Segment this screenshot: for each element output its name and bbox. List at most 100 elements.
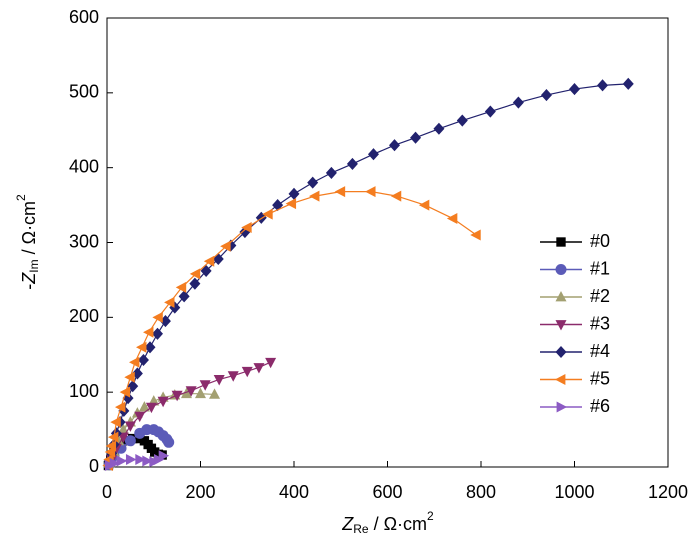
marker bbox=[410, 131, 422, 144]
y-tick-label: 400 bbox=[69, 156, 99, 176]
legend-label: #5 bbox=[590, 368, 610, 388]
marker bbox=[109, 457, 121, 469]
x-axis-label: ZRe / Ω·cm2 bbox=[341, 509, 434, 536]
marker bbox=[262, 208, 273, 220]
marker bbox=[189, 268, 201, 280]
series-line bbox=[108, 83, 629, 462]
legend-marker bbox=[556, 401, 568, 413]
marker bbox=[540, 89, 552, 102]
marker bbox=[365, 186, 376, 198]
marker bbox=[446, 213, 458, 225]
legend-marker bbox=[554, 374, 566, 385]
marker bbox=[597, 79, 609, 92]
marker bbox=[203, 255, 215, 267]
marker bbox=[209, 388, 221, 399]
y-tick-label: 300 bbox=[69, 231, 99, 251]
legend-label: #0 bbox=[590, 231, 610, 251]
marker bbox=[138, 401, 150, 412]
legend-marker bbox=[555, 264, 567, 275]
marker bbox=[135, 454, 146, 466]
marker bbox=[227, 371, 239, 382]
marker bbox=[241, 366, 253, 378]
marker bbox=[308, 190, 320, 202]
marker bbox=[389, 139, 401, 152]
marker bbox=[512, 96, 524, 109]
x-tick-label: 600 bbox=[372, 482, 402, 502]
marker bbox=[142, 455, 153, 467]
marker bbox=[144, 341, 156, 354]
marker bbox=[117, 432, 129, 444]
marker bbox=[159, 315, 171, 328]
marker bbox=[151, 327, 163, 340]
legend-marker bbox=[556, 237, 566, 247]
marker bbox=[119, 386, 131, 398]
marker bbox=[220, 240, 231, 252]
y-tick-label: 100 bbox=[69, 381, 99, 401]
marker bbox=[143, 326, 154, 338]
marker bbox=[189, 277, 201, 290]
x-tick-label: 200 bbox=[185, 482, 215, 502]
marker bbox=[390, 190, 402, 202]
marker bbox=[122, 392, 134, 405]
marker bbox=[124, 371, 135, 383]
marker bbox=[134, 411, 146, 423]
legend-label: #6 bbox=[590, 396, 610, 416]
marker bbox=[152, 311, 163, 323]
marker bbox=[129, 356, 140, 368]
y-tick-label: 0 bbox=[89, 456, 99, 476]
marker bbox=[241, 222, 252, 234]
marker bbox=[456, 114, 468, 127]
marker bbox=[367, 148, 379, 161]
marker bbox=[124, 435, 136, 447]
legend-marker bbox=[555, 290, 567, 302]
marker bbox=[239, 225, 251, 239]
legend-label: #1 bbox=[590, 258, 610, 278]
marker bbox=[288, 187, 300, 200]
marker bbox=[116, 455, 128, 467]
y-tick-label: 200 bbox=[69, 306, 99, 326]
marker bbox=[169, 301, 181, 314]
marker bbox=[180, 387, 192, 399]
marker bbox=[145, 402, 157, 414]
marker bbox=[470, 229, 481, 241]
marker bbox=[334, 186, 346, 198]
marker bbox=[124, 421, 136, 432]
marker bbox=[178, 290, 190, 303]
marker bbox=[272, 199, 284, 212]
x-tick-label: 1200 bbox=[648, 482, 688, 502]
marker bbox=[325, 166, 337, 179]
marker bbox=[200, 264, 212, 277]
y-tick-label: 500 bbox=[69, 82, 99, 102]
plot-frame bbox=[106, 17, 669, 468]
marker bbox=[136, 341, 147, 353]
marker bbox=[110, 416, 121, 428]
marker bbox=[346, 157, 358, 170]
x-tick-label: 1000 bbox=[554, 482, 594, 502]
marker bbox=[171, 390, 183, 402]
marker bbox=[125, 454, 137, 466]
marker bbox=[114, 401, 126, 413]
x-tick-label: 800 bbox=[466, 482, 496, 502]
marker bbox=[569, 83, 580, 96]
legend-label: #4 bbox=[590, 341, 610, 361]
x-tick-label: 400 bbox=[279, 482, 309, 502]
legend-label: #3 bbox=[590, 313, 610, 333]
marker bbox=[195, 387, 206, 399]
marker bbox=[418, 199, 430, 211]
marker bbox=[199, 380, 211, 391]
marker bbox=[285, 198, 297, 210]
marker bbox=[213, 375, 225, 386]
marker bbox=[107, 431, 119, 443]
y-axis-label: -ZIm / Ω·cm2 bbox=[14, 194, 41, 290]
marker bbox=[265, 357, 277, 369]
legend-marker bbox=[555, 320, 567, 331]
series-line bbox=[107, 191, 477, 466]
marker bbox=[137, 353, 149, 367]
marker bbox=[163, 436, 175, 448]
marker bbox=[105, 440, 117, 452]
legend-marker bbox=[555, 345, 567, 359]
marker bbox=[175, 281, 187, 293]
marker bbox=[433, 122, 445, 135]
marker bbox=[253, 363, 265, 374]
